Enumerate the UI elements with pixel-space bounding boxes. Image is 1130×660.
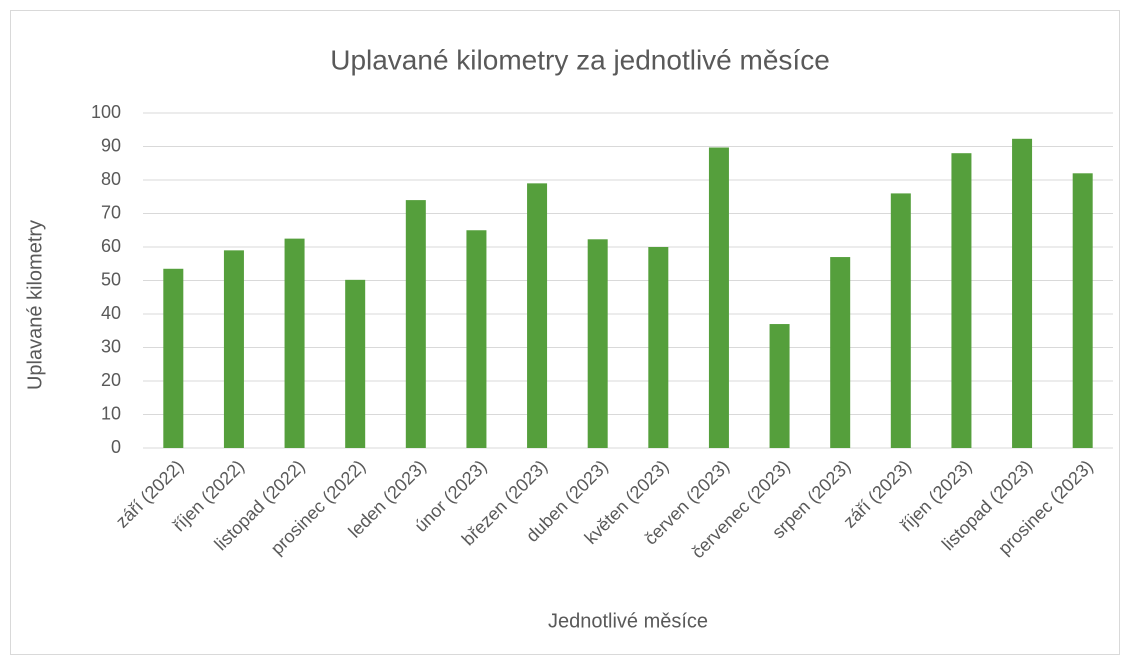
bar xyxy=(466,230,487,448)
x-axis-title: Jednotlivé měsíce xyxy=(548,610,708,632)
bar xyxy=(284,238,305,448)
y-tick-label: 70 xyxy=(101,202,121,222)
bar xyxy=(1072,173,1093,449)
bar xyxy=(587,239,608,448)
y-tick-label: 40 xyxy=(101,303,121,323)
y-tick-label: 100 xyxy=(91,102,121,122)
y-tick-label: 10 xyxy=(101,403,121,423)
bar xyxy=(769,324,790,448)
y-tick-label: 30 xyxy=(101,336,121,356)
y-tick-label: 50 xyxy=(101,269,121,289)
y-tick-label: 90 xyxy=(101,135,121,155)
bar xyxy=(223,250,244,448)
bar xyxy=(163,268,184,448)
y-tick-label: 80 xyxy=(101,169,121,189)
y-tick-label: 0 xyxy=(111,437,121,457)
chart-title: Uplavané kilometry za jednotlivé měsíce xyxy=(330,44,830,75)
y-axis-title: Uplavané kilometry xyxy=(24,220,46,390)
bar xyxy=(1012,138,1033,449)
bar xyxy=(345,279,366,448)
bar xyxy=(527,183,548,448)
y-tick-label: 60 xyxy=(101,236,121,256)
bar xyxy=(648,247,669,448)
bar xyxy=(890,193,911,448)
bar xyxy=(951,153,972,448)
y-tick-label: 20 xyxy=(101,370,121,390)
bar xyxy=(830,257,851,448)
bar xyxy=(708,147,729,448)
bar xyxy=(405,200,426,448)
chart-border xyxy=(10,10,1120,655)
